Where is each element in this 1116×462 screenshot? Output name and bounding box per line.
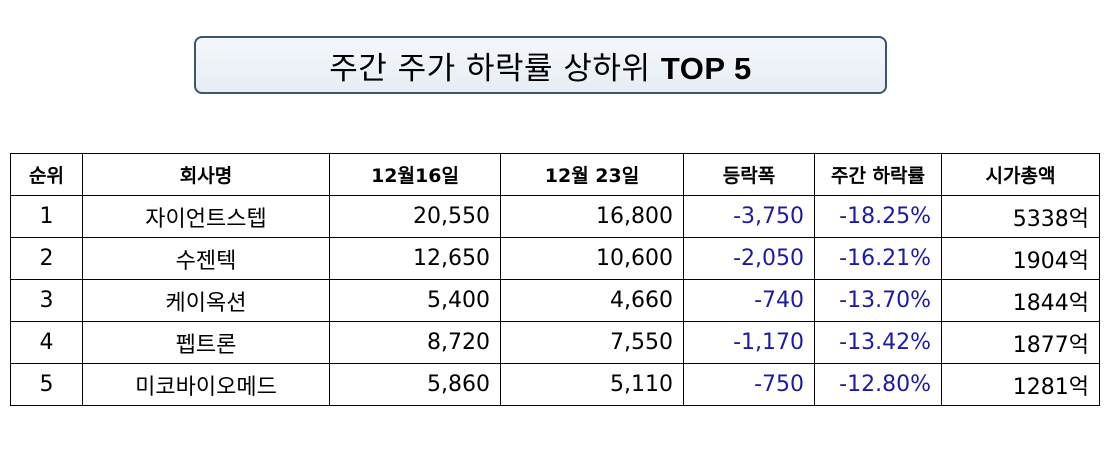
table-header-row: 순위 회사명 12월16일 12월 23일 등락폭 주간 하락률 시가총액 xyxy=(10,153,1100,196)
column-header-dec16: 12월16일 xyxy=(329,153,501,196)
dec23-price-cell: 4,660 xyxy=(500,279,684,322)
weekly-rate-cell: -18.25% xyxy=(814,195,942,238)
market-cap-cell: 5338억 xyxy=(941,195,1100,238)
column-header-company: 회사명 xyxy=(82,153,330,196)
column-header-market-cap: 시가총액 xyxy=(941,153,1100,196)
title-banner: 주간 주가 하락률 상하위 TOP 5 xyxy=(194,36,887,94)
company-cell: 수젠텍 xyxy=(82,237,330,280)
column-header-change: 등락폭 xyxy=(683,153,815,196)
table-row: 1 자이언트스텝 20,550 16,800 -3,750 -18.25% 53… xyxy=(10,195,1100,238)
weekly-rate-cell: -16.21% xyxy=(814,237,942,280)
rank-cell: 2 xyxy=(10,237,83,280)
company-cell: 미코바이오메드 xyxy=(82,363,330,406)
dec23-price-cell: 16,800 xyxy=(500,195,684,238)
weekly-rate-cell: -13.42% xyxy=(814,321,942,364)
market-cap-cell: 1904억 xyxy=(941,237,1100,280)
decline-ranking-table: 순위 회사명 12월16일 12월 23일 등락폭 주간 하락률 시가총액 1 … xyxy=(10,153,1100,406)
company-cell: 케이옥션 xyxy=(82,279,330,322)
table-row: 2 수젠텍 12,650 10,600 -2,050 -16.21% 1904억 xyxy=(10,237,1100,280)
page-title: 주간 주가 하락률 상하위 TOP 5 xyxy=(329,43,752,88)
market-cap-cell: 1281억 xyxy=(941,363,1100,406)
company-cell: 자이언트스텝 xyxy=(82,195,330,238)
title-emphasis: TOP 5 xyxy=(660,50,752,86)
dec23-price-cell: 5,110 xyxy=(500,363,684,406)
column-header-weekly-rate: 주간 하락률 xyxy=(814,153,942,196)
dec16-price-cell: 8,720 xyxy=(329,321,501,364)
rank-cell: 3 xyxy=(10,279,83,322)
weekly-rate-cell: -12.80% xyxy=(814,363,942,406)
dec16-price-cell: 5,400 xyxy=(329,279,501,322)
dec23-price-cell: 7,550 xyxy=(500,321,684,364)
column-header-dec23: 12월 23일 xyxy=(500,153,684,196)
table-row: 5 미코바이오메드 5,860 5,110 -750 -12.80% 1281억 xyxy=(10,363,1100,406)
dec23-price-cell: 10,600 xyxy=(500,237,684,280)
change-cell: -750 xyxy=(683,363,815,406)
change-cell: -3,750 xyxy=(683,195,815,238)
rank-cell: 5 xyxy=(10,363,83,406)
column-header-rank: 순위 xyxy=(10,153,83,196)
change-cell: -2,050 xyxy=(683,237,815,280)
dec16-price-cell: 5,860 xyxy=(329,363,501,406)
market-cap-cell: 1877억 xyxy=(941,321,1100,364)
company-cell: 펩트론 xyxy=(82,321,330,364)
change-cell: -740 xyxy=(683,279,815,322)
title-prefix: 주간 주가 하락률 상하위 xyxy=(329,50,661,87)
dec16-price-cell: 20,550 xyxy=(329,195,501,238)
table-row: 3 케이옥션 5,400 4,660 -740 -13.70% 1844억 xyxy=(10,279,1100,322)
change-cell: -1,170 xyxy=(683,321,815,364)
rank-cell: 4 xyxy=(10,321,83,364)
table-row: 4 펩트론 8,720 7,550 -1,170 -13.42% 1877억 xyxy=(10,321,1100,364)
market-cap-cell: 1844억 xyxy=(941,279,1100,322)
weekly-rate-cell: -13.70% xyxy=(814,279,942,322)
dec16-price-cell: 12,650 xyxy=(329,237,501,280)
rank-cell: 1 xyxy=(10,195,83,238)
